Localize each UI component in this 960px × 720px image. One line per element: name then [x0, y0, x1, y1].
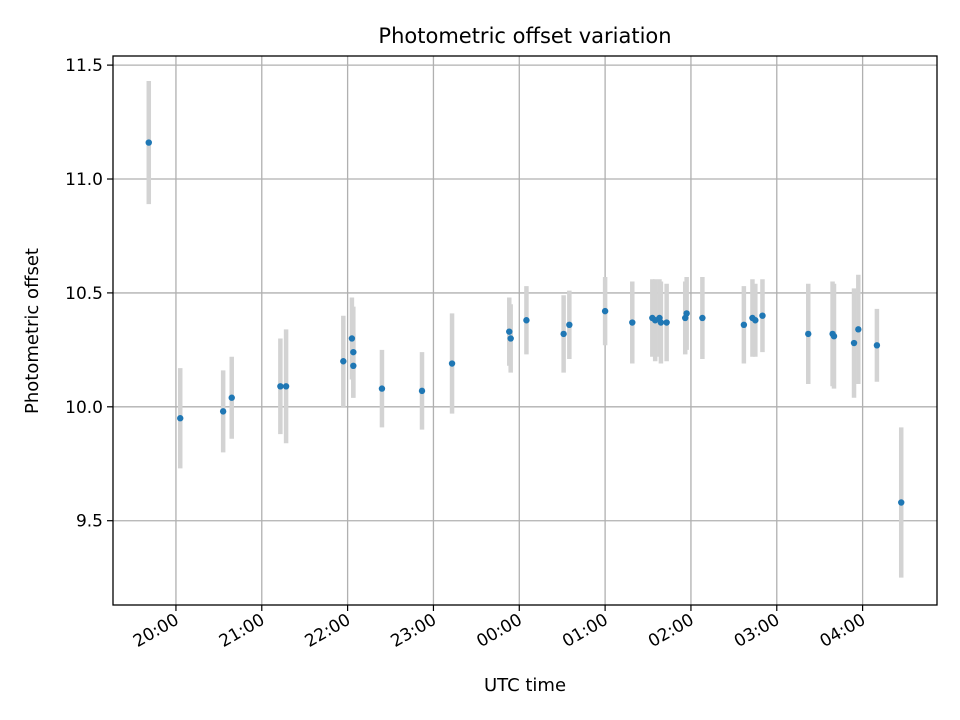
- data-point: [277, 383, 284, 390]
- data-point: [699, 314, 706, 322]
- x-tick-label: 21:00: [216, 610, 268, 652]
- data-points: [145, 139, 905, 506]
- data-point: [340, 358, 347, 365]
- y-axis-ticks: 9.5 10.0 10.5 11.0 11.5: [65, 56, 113, 532]
- data-point: [898, 499, 905, 506]
- data-point: [830, 332, 838, 340]
- y-tick-label: 11.5: [65, 56, 103, 76]
- data-point: [759, 312, 766, 319]
- x-tick-label: 01:00: [559, 610, 611, 652]
- x-tick-label: 03:00: [731, 610, 783, 652]
- x-tick-label: 20:00: [130, 610, 182, 652]
- data-point: [145, 139, 152, 146]
- data-point: [507, 335, 514, 342]
- x-tick-label: 02:00: [645, 610, 697, 652]
- data-point: [228, 394, 235, 401]
- data-point: [177, 415, 184, 422]
- x-tick-label: 00:00: [473, 610, 525, 652]
- data-point: [523, 317, 530, 324]
- data-point: [873, 342, 881, 349]
- x-tick-label: 04:00: [817, 610, 869, 652]
- data-point: [683, 310, 690, 317]
- chart-title: Photometric offset variation: [378, 24, 671, 48]
- data-point: [219, 408, 227, 415]
- x-axis-ticks: 20:00 21:00 22:00 23:00 00:00 01:00 02:00 03:00…: [130, 605, 869, 652]
- data-point: [740, 321, 748, 329]
- data-point: [506, 328, 513, 335]
- data-point: [850, 339, 858, 347]
- data-point: [282, 383, 290, 390]
- data-point: [657, 319, 665, 326]
- y-tick-label: 11.0: [65, 170, 103, 190]
- data-point: [418, 387, 426, 395]
- data-point: [601, 307, 609, 315]
- data-point: [448, 360, 456, 367]
- plot-frame: [112, 55, 938, 606]
- x-tick-label: 22:00: [302, 610, 354, 652]
- data-point: [378, 385, 386, 392]
- y-tick-label: 10.0: [65, 398, 103, 418]
- data-point: [805, 330, 812, 338]
- data-point: [855, 326, 862, 333]
- data-point: [566, 321, 573, 329]
- data-point: [663, 319, 670, 326]
- y-tick-label: 9.5: [76, 512, 103, 532]
- data-point: [348, 335, 356, 342]
- x-tick-label: 23:00: [388, 610, 440, 652]
- y-tick-label: 10.5: [65, 284, 103, 304]
- data-point: [350, 348, 357, 356]
- data-point: [752, 317, 759, 324]
- y-axis-label: Photometric offset: [22, 248, 43, 414]
- data-point: [350, 362, 357, 370]
- data-point: [629, 319, 636, 326]
- x-axis-label: UTC time: [484, 675, 566, 696]
- data-point: [560, 330, 567, 338]
